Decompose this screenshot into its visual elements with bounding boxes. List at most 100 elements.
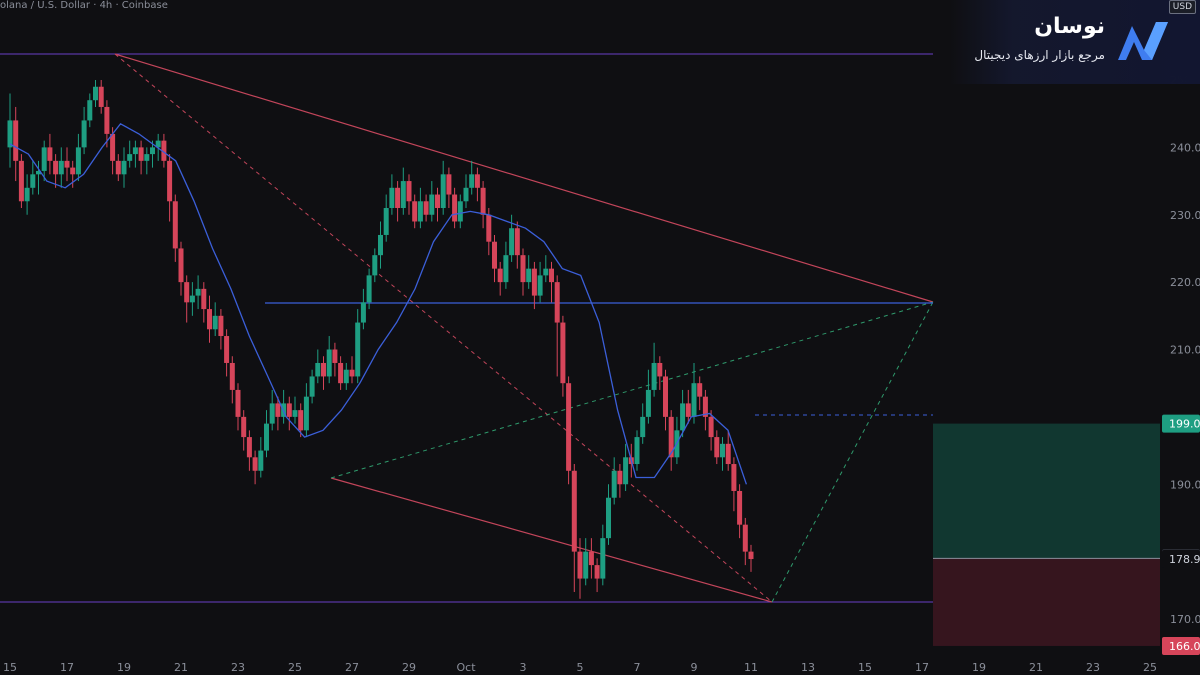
candle-body	[321, 362, 326, 377]
candle	[383, 194, 389, 242]
candle	[13, 106, 19, 182]
candle-body	[172, 201, 178, 249]
candle	[144, 147, 150, 175]
candle	[167, 154, 173, 222]
candle-body	[47, 147, 53, 161]
candle-body	[378, 234, 383, 256]
candle-body	[486, 214, 492, 242]
x-tick-label: 3	[520, 661, 527, 674]
candle	[395, 181, 401, 222]
candle	[486, 208, 492, 256]
candle-body	[389, 187, 395, 209]
candle-body	[606, 497, 611, 539]
candle-body	[127, 154, 133, 161]
candle-body	[218, 315, 224, 337]
candle	[594, 558, 600, 593]
candle	[93, 80, 98, 107]
candle-body	[611, 470, 617, 498]
candle-body	[70, 167, 76, 175]
candle	[606, 484, 611, 545]
candle	[343, 362, 349, 390]
candle-body	[583, 551, 589, 579]
candle-body	[286, 403, 292, 417]
candle	[64, 147, 70, 182]
candle	[543, 255, 549, 283]
candle	[412, 194, 418, 229]
candle-body	[372, 255, 378, 276]
candle-body	[520, 255, 526, 283]
candle	[435, 187, 440, 222]
candle-body	[132, 147, 138, 155]
candle	[275, 396, 281, 431]
candle	[121, 147, 127, 188]
x-tick-label: 21	[1029, 661, 1043, 674]
candle	[58, 147, 64, 188]
currency-badge[interactable]: USD	[1168, 0, 1196, 14]
candle	[269, 389, 275, 431]
candle-body	[634, 437, 640, 465]
candle-body	[7, 120, 13, 148]
candle-body	[708, 416, 714, 438]
candle-body	[13, 120, 19, 161]
candle-body	[668, 416, 674, 458]
candle	[657, 356, 663, 390]
candle-body	[104, 106, 110, 134]
brand-subtitle: مرجع بازار ارزهای دیجیتال	[974, 48, 1105, 62]
candle	[400, 167, 406, 215]
candle-body	[343, 369, 349, 384]
candle	[651, 342, 657, 397]
candle	[235, 383, 241, 431]
candle-body	[400, 181, 406, 209]
candle-body	[680, 403, 686, 431]
candle	[138, 140, 144, 175]
candle	[417, 187, 423, 229]
candle-body	[87, 100, 93, 121]
candle	[623, 443, 629, 491]
time-axis[interactable]: 15 17 19 21 23 25 27 29 Oct 3 5 7 9 11 13 15 17 19 21 23 25	[3, 661, 1157, 674]
candle	[212, 302, 218, 337]
candle	[218, 309, 224, 350]
candle	[583, 538, 589, 586]
candle-body	[115, 160, 121, 175]
candle-body	[457, 201, 463, 222]
candle	[378, 221, 383, 269]
candle-body	[30, 174, 36, 188]
candle	[566, 376, 572, 485]
candle	[321, 356, 326, 390]
candle	[560, 315, 566, 397]
candle	[742, 517, 748, 566]
candle-body	[36, 170, 41, 175]
candle	[70, 160, 76, 188]
candle	[440, 160, 446, 215]
candle-body	[207, 309, 212, 330]
candle	[720, 437, 725, 471]
candle	[189, 282, 195, 316]
candle	[315, 349, 321, 384]
candle	[549, 261, 554, 303]
candle-body	[53, 160, 59, 175]
target-zone	[933, 423, 1160, 559]
candle-body	[138, 147, 144, 161]
candle-body	[702, 396, 708, 417]
candle	[668, 410, 674, 471]
brand-banner: نوسان مرجع بازار ارزهای دیجیتال	[950, 0, 1200, 84]
candle-body	[685, 403, 691, 417]
candle	[571, 464, 577, 593]
x-tick-label: 17	[915, 661, 929, 674]
candle-body	[594, 565, 600, 579]
diagonal-dashed-red	[114, 53, 773, 603]
candle	[127, 140, 133, 168]
candle-body	[24, 187, 30, 202]
x-tick-label: 21	[174, 661, 188, 674]
candle-body	[298, 410, 304, 431]
candle-body	[189, 295, 195, 303]
candle	[503, 241, 509, 289]
candle-body	[623, 457, 629, 485]
candle	[577, 538, 583, 599]
candle	[731, 457, 737, 512]
y-tick-label: 210.0	[1170, 344, 1200, 357]
price-label-bg	[1162, 550, 1200, 569]
